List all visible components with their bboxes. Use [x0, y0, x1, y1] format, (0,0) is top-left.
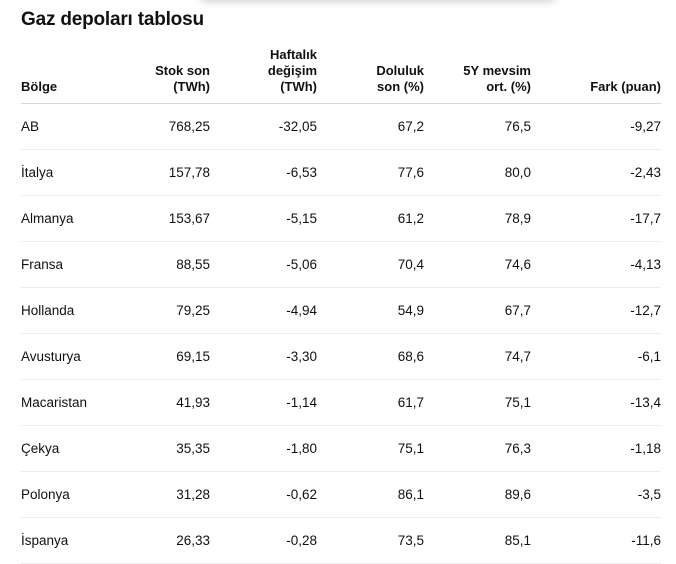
cell-weekly-change: -5,06 — [210, 241, 317, 288]
cell-fill: 68,6 — [317, 333, 424, 380]
table-row: Çekya 35,35 -1,80 75,1 76,3 -1,18 — [21, 425, 661, 472]
cell-stock: 41,93 — [116, 379, 210, 426]
cell-difference: -6,1 — [531, 333, 661, 380]
table-row: Polonya 31,28 -0,62 86,1 89,6 -3,5 — [21, 471, 661, 518]
cell-stock: 157,78 — [116, 149, 210, 196]
cell-region: AB — [21, 103, 116, 150]
cell-5y-average: 76,5 — [424, 103, 531, 150]
cell-5y-average: 80,0 — [424, 149, 531, 196]
cell-fill: 75,1 — [317, 425, 424, 472]
table-header-row: Bölge Stok son (TWh) Haftalık değişim (T… — [21, 45, 661, 104]
cell-difference: -4,13 — [531, 241, 661, 288]
cell-region: Çekya — [21, 425, 116, 472]
cell-weekly-change: -0,28 — [210, 517, 317, 564]
page-title: Gaz depoları tablosu — [21, 9, 204, 30]
column-header-line: 5Y mevsim — [463, 63, 531, 78]
cell-region: İtalya — [21, 149, 116, 196]
column-header-5y-average[interactable]: 5Y mevsim ort. (%) — [424, 45, 531, 104]
column-header-line: değişim — [267, 63, 317, 78]
table-row: Hollanda 79,25 -4,94 54,9 67,7 -12,7 — [21, 287, 661, 334]
cell-difference: -11,6 — [531, 517, 661, 564]
cell-fill: 61,7 — [317, 379, 424, 426]
cell-5y-average: 76,3 — [424, 425, 531, 472]
column-header-line: (TWh) — [173, 79, 210, 94]
cell-weekly-change: -1,80 — [210, 425, 317, 472]
cell-5y-average: 74,6 — [424, 241, 531, 288]
cell-weekly-change: -5,15 — [210, 195, 317, 242]
cell-weekly-change: -1,14 — [210, 379, 317, 426]
cell-fill: 86,1 — [317, 471, 424, 518]
cell-stock: 768,25 — [116, 103, 210, 150]
cell-fill: 77,6 — [317, 149, 424, 196]
cell-fill: 67,2 — [317, 103, 424, 150]
column-header-difference[interactable]: Fark (puan) — [531, 45, 661, 104]
cell-stock: 88,55 — [116, 241, 210, 288]
column-header-line: Fark (puan) — [590, 79, 661, 94]
cell-difference: -13,4 — [531, 379, 661, 426]
cell-region: Almanya — [21, 195, 116, 242]
table-row: İtalya 157,78 -6,53 77,6 80,0 -2,43 — [21, 149, 661, 196]
cell-region: İspanya — [21, 517, 116, 564]
column-header-stock[interactable]: Stok son (TWh) — [116, 45, 210, 104]
cell-5y-average: 75,1 — [424, 379, 531, 426]
cell-weekly-change: -0,62 — [210, 471, 317, 518]
gas-storage-table: Bölge Stok son (TWh) Haftalık değişim (T… — [21, 45, 661, 564]
column-header-line: ort. (%) — [486, 79, 531, 94]
cell-difference: -1,18 — [531, 425, 661, 472]
table-row: Macaristan 41,93 -1,14 61,7 75,1 -13,4 — [21, 379, 661, 426]
column-header-line: Haftalık — [270, 47, 317, 62]
cell-stock: 26,33 — [116, 517, 210, 564]
column-header-line: (TWh) — [280, 79, 317, 94]
cell-weekly-change: -3,30 — [210, 333, 317, 380]
cell-fill: 73,5 — [317, 517, 424, 564]
cell-region: Avusturya — [21, 333, 116, 380]
cell-5y-average: 74,7 — [424, 333, 531, 380]
table-row: Fransa 88,55 -5,06 70,4 74,6 -4,13 — [21, 241, 661, 288]
cell-region: Fransa — [21, 241, 116, 288]
column-header-line: Doluluk — [376, 63, 424, 78]
cell-weekly-change: -4,94 — [210, 287, 317, 334]
cell-difference: -17,7 — [531, 195, 661, 242]
column-header-region[interactable]: Bölge — [21, 45, 116, 104]
cell-fill: 61,2 — [317, 195, 424, 242]
cell-stock: 31,28 — [116, 471, 210, 518]
cell-difference: -2,43 — [531, 149, 661, 196]
cell-region: Macaristan — [21, 379, 116, 426]
cell-5y-average: 89,6 — [424, 471, 531, 518]
cell-stock: 153,67 — [116, 195, 210, 242]
cell-fill: 70,4 — [317, 241, 424, 288]
column-header-line: Stok son — [155, 63, 210, 78]
cell-weekly-change: -32,05 — [210, 103, 317, 150]
cell-stock: 35,35 — [116, 425, 210, 472]
table-row: Avusturya 69,15 -3,30 68,6 74,7 -6,1 — [21, 333, 661, 380]
column-header-weekly-change[interactable]: Haftalık değişim (TWh) — [210, 45, 317, 104]
column-header-fill[interactable]: Doluluk son (%) — [317, 45, 424, 104]
cell-stock: 69,15 — [116, 333, 210, 380]
cell-stock: 79,25 — [116, 287, 210, 334]
cell-difference: -3,5 — [531, 471, 661, 518]
table-row: AB 768,25 -32,05 67,2 76,5 -9,27 — [21, 103, 661, 150]
table-row: Almanya 153,67 -5,15 61,2 78,9 -17,7 — [21, 195, 661, 242]
cell-fill: 54,9 — [317, 287, 424, 334]
cell-5y-average: 67,7 — [424, 287, 531, 334]
cell-weekly-change: -6,53 — [210, 149, 317, 196]
cell-5y-average: 78,9 — [424, 195, 531, 242]
table-row: İspanya 26,33 -0,28 73,5 85,1 -11,6 — [21, 517, 661, 564]
cell-region: Hollanda — [21, 287, 116, 334]
column-header-line: son (%) — [377, 79, 424, 94]
cell-difference: -9,27 — [531, 103, 661, 150]
cell-difference: -12,7 — [531, 287, 661, 334]
column-header-line: Bölge — [21, 79, 58, 94]
cell-5y-average: 85,1 — [424, 517, 531, 564]
cell-region: Polonya — [21, 471, 116, 518]
